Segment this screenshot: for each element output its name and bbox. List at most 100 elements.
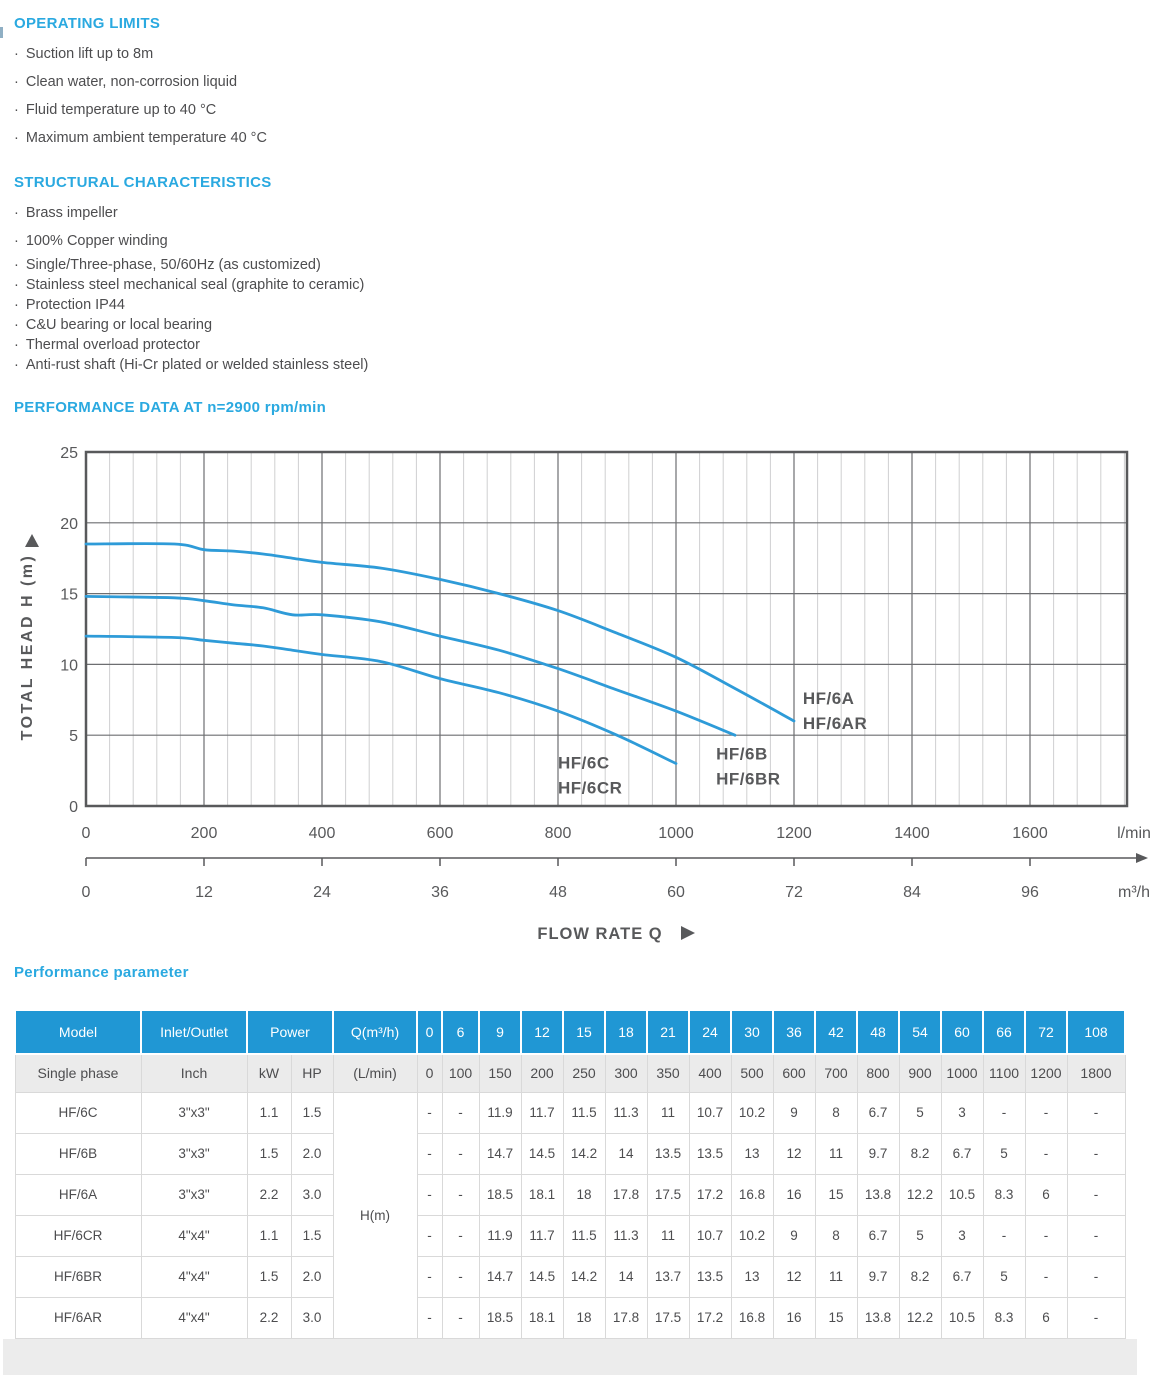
table-cell: 17.2 bbox=[688, 1296, 732, 1339]
table-subheader-cell: 500 bbox=[730, 1053, 774, 1093]
table-cell: - bbox=[1066, 1214, 1126, 1257]
x-axis-title: FLOW RATE Q bbox=[537, 925, 662, 943]
table-cell: - bbox=[441, 1255, 480, 1298]
section-title-operating-limits: OPERATING LIMITS bbox=[14, 15, 161, 32]
table-subheader-cell: 1000 bbox=[940, 1053, 984, 1093]
table-header-cell: 48 bbox=[856, 1009, 900, 1055]
y-tick-label: 25 bbox=[60, 445, 78, 462]
y-tick-label: 0 bbox=[69, 799, 78, 816]
x-tick-m3h: 24 bbox=[313, 884, 331, 901]
table-cell: 10.5 bbox=[940, 1173, 984, 1216]
y-axis-arrow-icon bbox=[25, 534, 39, 547]
table-cell: 16.8 bbox=[730, 1296, 774, 1339]
x-tick-m3h: 60 bbox=[667, 884, 685, 901]
table-cell: HF/6A bbox=[14, 1173, 142, 1216]
table-cell: 3"x3" bbox=[140, 1091, 248, 1134]
table-subheader-cell: 800 bbox=[856, 1053, 900, 1093]
table-cell: 13.8 bbox=[856, 1296, 900, 1339]
table-cell: 2.2 bbox=[246, 1173, 292, 1216]
table-cell: 16 bbox=[772, 1173, 816, 1216]
bullet-item: C&U bearing or local bearing bbox=[14, 315, 1151, 335]
table-cell: 13.8 bbox=[856, 1173, 900, 1216]
table-cell: 5 bbox=[898, 1214, 942, 1257]
table-header-cell: 66 bbox=[982, 1009, 1026, 1055]
x-tick-lmin: 0 bbox=[82, 825, 91, 842]
table-subheader-cell: 200 bbox=[520, 1053, 564, 1093]
section-title-performance-parameter: Performance parameter bbox=[14, 964, 189, 981]
table-cell: 3 bbox=[940, 1091, 984, 1134]
y-axis-title: TOTAL HEAD H (m) bbox=[19, 554, 36, 741]
table-cell: 18 bbox=[562, 1296, 606, 1339]
table-cell: 8 bbox=[814, 1214, 858, 1257]
table-cell: - bbox=[1066, 1296, 1126, 1339]
table-subheader-cell: 1800 bbox=[1066, 1053, 1126, 1093]
table-cell: 5 bbox=[982, 1132, 1026, 1175]
table-header-cell: 54 bbox=[898, 1009, 942, 1055]
table-cell: 13.5 bbox=[688, 1255, 732, 1298]
table-header-cell: 9 bbox=[478, 1009, 522, 1055]
table-cell: 5 bbox=[982, 1255, 1026, 1298]
table-cell: 8.3 bbox=[982, 1296, 1026, 1339]
table-cell: 12 bbox=[772, 1132, 816, 1175]
curve-hf-6c bbox=[84, 634, 678, 765]
table-cell: - bbox=[441, 1214, 480, 1257]
table-cell: 15 bbox=[814, 1296, 858, 1339]
table-cell: 11.7 bbox=[520, 1091, 564, 1134]
performance-table: Model Inlet/Outlet Power Q(m³/h) 0 6 9 12 15 18 21… bbox=[14, 1009, 1126, 1339]
y-tick-label: 5 bbox=[69, 728, 78, 745]
table-cell: 13.5 bbox=[646, 1132, 690, 1175]
table-cell: 9.7 bbox=[856, 1132, 900, 1175]
table-cell: 18 bbox=[562, 1173, 606, 1216]
table-cell: 13.5 bbox=[688, 1132, 732, 1175]
table-cell: 8.2 bbox=[898, 1132, 942, 1175]
table-cell: 11.3 bbox=[604, 1214, 648, 1257]
table-cell: HF/6B bbox=[14, 1132, 142, 1175]
table-cell: 14.5 bbox=[520, 1255, 564, 1298]
table-cell: 3 bbox=[940, 1214, 984, 1257]
table-cell: 3"x3" bbox=[140, 1132, 248, 1175]
curve-label-hf-6b: HF/6B HF/6BR bbox=[716, 744, 780, 788]
table-cell: 10.2 bbox=[730, 1091, 774, 1134]
table-header-cell: 0 bbox=[416, 1009, 443, 1055]
edge-artifact bbox=[0, 27, 3, 38]
table-cell: - bbox=[416, 1173, 443, 1216]
table-cell: 4"x4" bbox=[140, 1296, 248, 1339]
curve-hf-6a bbox=[84, 542, 796, 723]
table-cell: 17.5 bbox=[646, 1296, 690, 1339]
table-cell: 6 bbox=[1024, 1173, 1068, 1216]
table-cell: 2.0 bbox=[290, 1255, 334, 1298]
table-cell: 17.5 bbox=[646, 1173, 690, 1216]
table-cell: 12 bbox=[772, 1255, 816, 1298]
x-tick-lmin: 600 bbox=[427, 825, 454, 842]
bullet-item: Clean water, non-corrosion liquid bbox=[14, 68, 1151, 96]
table-header-cell: 72 bbox=[1024, 1009, 1068, 1055]
table-cell: 18.1 bbox=[520, 1173, 564, 1216]
table-cell: 8.3 bbox=[982, 1173, 1026, 1216]
table-row-hf-6ar: HF/6AR 4"x4" 2.2 3.0- -18.5 18.1 18 17.8 17.5 17.… bbox=[14, 1296, 1126, 1339]
table-row-hf-6a: HF/6A 3"x3" 2.2 3.0- -18.5 18.1 18 17.8 17.5 17.2… bbox=[14, 1173, 1126, 1216]
x-tick-lmin: 1000 bbox=[658, 825, 694, 842]
bullet-item: Maximum ambient temperature 40 °C bbox=[14, 124, 1151, 152]
table-cell: 11.9 bbox=[478, 1091, 522, 1134]
table-cell: 8 bbox=[814, 1091, 858, 1134]
table-cell: - bbox=[1066, 1173, 1126, 1216]
table-cell: 17.2 bbox=[688, 1173, 732, 1216]
table-cell: 14 bbox=[604, 1132, 648, 1175]
x-tick-m3h: 96 bbox=[1021, 884, 1039, 901]
structural-characteristics-list: Brass impeller100% Copper windingSingle/… bbox=[14, 199, 1151, 375]
table-cell: 6.7 bbox=[856, 1214, 900, 1257]
table-subheader-cell: Inch bbox=[140, 1053, 248, 1093]
table-cell: 6.7 bbox=[856, 1091, 900, 1134]
table-subheader-cell: 250 bbox=[562, 1053, 606, 1093]
bullet-item: 100% Copper winding bbox=[14, 227, 1151, 255]
curve-label-hf-6a: HF/6A HF/6AR bbox=[803, 689, 867, 733]
table-header-cell: Power bbox=[246, 1009, 334, 1055]
table-cell: 1.5 bbox=[246, 1255, 292, 1298]
curve-hf-6b bbox=[84, 595, 737, 737]
section-title-performance-data: PERFORMANCE DATA AT n=2900 rpm/min bbox=[14, 399, 327, 416]
table-subheader-cell: 0 bbox=[416, 1053, 443, 1093]
table-cell: 10.7 bbox=[688, 1214, 732, 1257]
table-cell: 8.2 bbox=[898, 1255, 942, 1298]
table-subheader-cell: 700 bbox=[814, 1053, 858, 1093]
